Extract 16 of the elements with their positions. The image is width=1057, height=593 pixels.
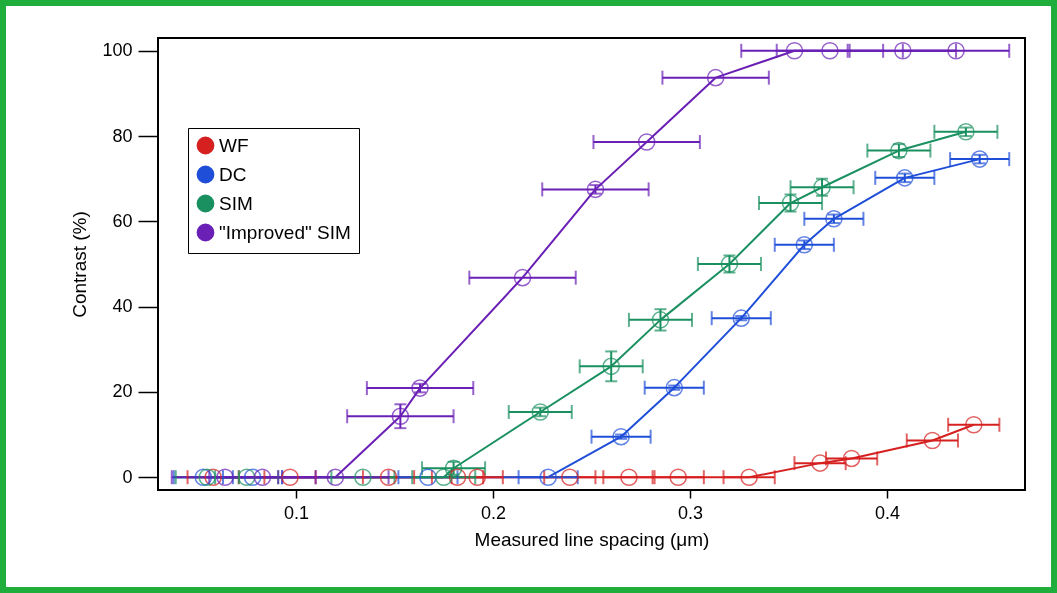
y-tick-label: 60 [112, 210, 133, 231]
x-tick-label: 0.3 [678, 502, 704, 523]
y-axis-title: Contrast (%) [69, 211, 91, 318]
x-tick-label: 0.1 [283, 502, 309, 523]
legend-label: "Improved" SIM [219, 221, 351, 243]
y-tick-label: 80 [112, 125, 133, 146]
legend-label: DC [219, 163, 247, 185]
y-tick-label: 20 [112, 381, 133, 402]
x-tick-label: 0.4 [875, 502, 901, 523]
legend-label: WF [219, 134, 249, 156]
x-axis-title: Measured line spacing (μm) [474, 528, 710, 550]
x-tick-label: 0.2 [480, 502, 506, 523]
y-tick-label: 100 [102, 40, 133, 61]
legend-label: SIM [219, 192, 253, 214]
y-tick-label: 40 [112, 296, 133, 317]
y-tick-label: 0 [122, 466, 133, 487]
